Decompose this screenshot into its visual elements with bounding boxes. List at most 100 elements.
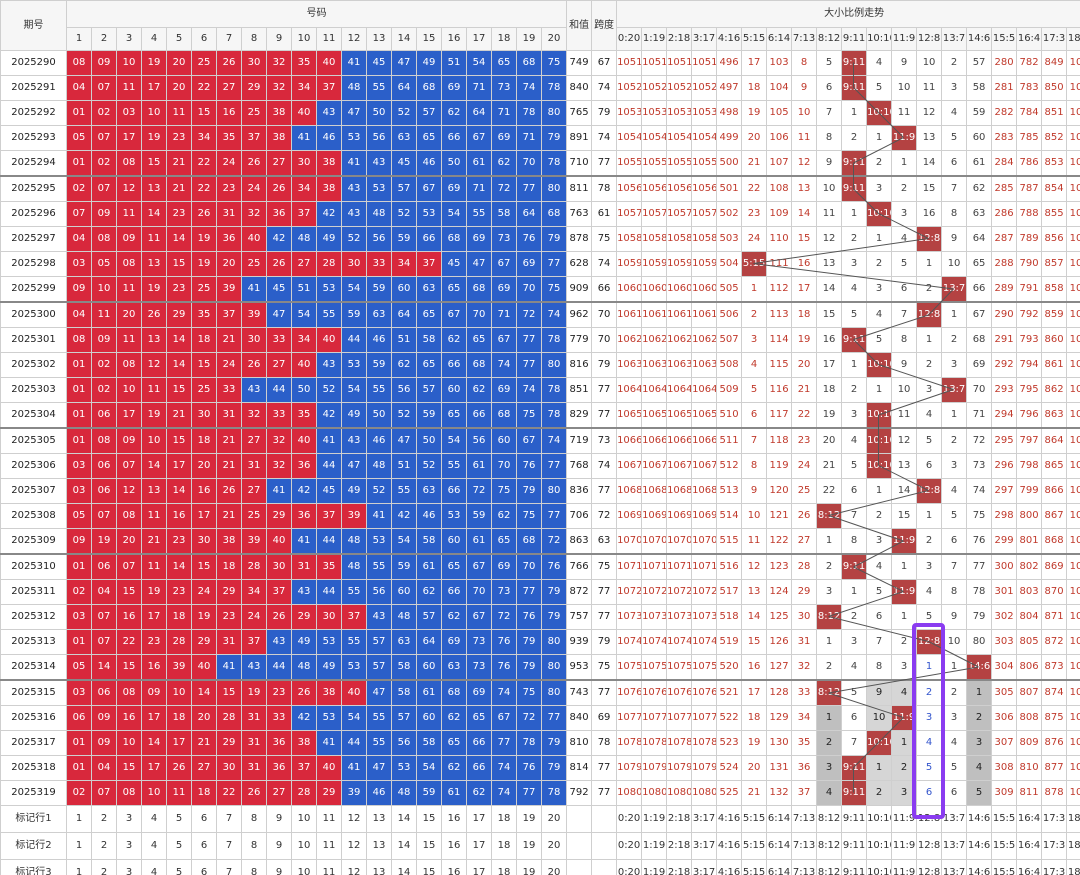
marker-number-cell[interactable]: 9 xyxy=(266,859,292,875)
marker-number-cell[interactable]: 12 xyxy=(341,859,367,875)
marker-number-cell[interactable]: 3 xyxy=(116,832,142,860)
marker-ratio-cell[interactable]: 7:13 xyxy=(791,859,818,875)
marker-number-cell[interactable]: 11 xyxy=(316,805,342,833)
marker-ratio-cell[interactable]: 17:3 xyxy=(1041,805,1068,833)
marker-number-cell[interactable]: 1 xyxy=(66,805,92,833)
marker-number-cell[interactable]: 14 xyxy=(391,832,417,860)
marker-ratio-cell[interactable]: 2:18 xyxy=(666,859,693,875)
marker-ratio-cell[interactable]: 10:10 xyxy=(866,859,893,875)
marker-ratio-cell[interactable]: 2:18 xyxy=(666,832,693,860)
marker-ratio-cell[interactable]: 0:20 xyxy=(616,805,643,833)
marker-number-cell[interactable]: 14 xyxy=(391,805,417,833)
marker-row[interactable]: 标记行2 1 2 3 4 5 6 7 8 9 10 11 12 13 14 15 16 17 18 19 20 0:20 1… xyxy=(0,832,1080,860)
marker-ratio-cell[interactable]: 5:15 xyxy=(741,805,768,833)
marker-number-cell[interactable]: 6 xyxy=(191,805,217,833)
marker-number-cell[interactable]: 19 xyxy=(516,805,542,833)
marker-number-cell[interactable]: 17 xyxy=(466,859,492,875)
marker-ratio-cell[interactable]: 7:13 xyxy=(791,832,818,860)
marker-number-cell[interactable]: 15 xyxy=(416,832,442,860)
marker-ratio-cell[interactable]: 5:15 xyxy=(741,832,768,860)
marker-ratio-cell[interactable]: 3:17 xyxy=(691,805,718,833)
marker-number-cell[interactable]: 6 xyxy=(191,859,217,875)
marker-ratio-cell[interactable]: 9:11 xyxy=(841,805,868,833)
marker-number-cell[interactable]: 18 xyxy=(491,832,517,860)
marker-number-cell[interactable]: 13 xyxy=(366,859,392,875)
marker-ratio-cell[interactable]: 8:12 xyxy=(816,805,843,833)
marker-ratio-cell[interactable]: 12:8 xyxy=(916,859,943,875)
marker-number-cell[interactable]: 17 xyxy=(466,805,492,833)
marker-number-cell[interactable]: 10 xyxy=(291,805,317,833)
marker-number-cell[interactable]: 20 xyxy=(540,859,568,875)
marker-ratio-cell[interactable]: 18:2 xyxy=(1066,859,1080,875)
marker-ratio-cell[interactable]: 4:16 xyxy=(716,832,743,860)
marker-number-cell[interactable]: 18 xyxy=(491,859,517,875)
marker-ratio-cell[interactable]: 5:15 xyxy=(741,859,768,875)
marker-ratio-cell[interactable]: 13:7 xyxy=(941,832,968,860)
marker-ratio-cell[interactable]: 0:20 xyxy=(616,832,643,860)
marker-number-cell[interactable]: 5 xyxy=(166,805,192,833)
marker-ratio-cell[interactable]: 4:16 xyxy=(716,805,743,833)
marker-ratio-cell[interactable]: 15:5 xyxy=(991,859,1018,875)
marker-ratio-cell[interactable]: 3:17 xyxy=(691,832,718,860)
marker-number-cell[interactable]: 13 xyxy=(366,805,392,833)
marker-number-cell[interactable]: 14 xyxy=(391,859,417,875)
marker-row[interactable]: 标记行3 1 2 3 4 5 6 7 8 9 10 11 12 13 14 15 16 17 18 19 20 0:20 1… xyxy=(0,859,1080,875)
marker-number-cell[interactable]: 7 xyxy=(216,832,242,860)
marker-number-cell[interactable]: 8 xyxy=(241,859,267,875)
marker-ratio-cell[interactable]: 13:7 xyxy=(941,859,968,875)
marker-number-cell[interactable]: 18 xyxy=(491,805,517,833)
marker-ratio-cell[interactable]: 15:5 xyxy=(991,805,1018,833)
marker-ratio-cell[interactable]: 6:14 xyxy=(766,832,793,860)
marker-ratio-cell[interactable]: 11:9 xyxy=(891,832,918,860)
marker-ratio-cell[interactable]: 8:12 xyxy=(816,859,843,875)
marker-ratio-cell[interactable]: 2:18 xyxy=(666,805,693,833)
marker-ratio-cell[interactable]: 18:2 xyxy=(1066,832,1080,860)
marker-ratio-cell[interactable]: 11:9 xyxy=(891,805,918,833)
marker-number-cell[interactable]: 9 xyxy=(266,832,292,860)
marker-ratio-cell[interactable]: 12:8 xyxy=(916,832,943,860)
marker-ratio-cell[interactable]: 16:4 xyxy=(1016,859,1043,875)
marker-number-cell[interactable]: 19 xyxy=(516,832,542,860)
marker-ratio-cell[interactable]: 18:2 xyxy=(1066,805,1080,833)
marker-number-cell[interactable]: 20 xyxy=(540,805,568,833)
marker-number-cell[interactable]: 3 xyxy=(116,859,142,875)
marker-number-cell[interactable]: 7 xyxy=(216,859,242,875)
marker-number-cell[interactable]: 1 xyxy=(66,832,92,860)
marker-ratio-cell[interactable]: 6:14 xyxy=(766,859,793,875)
marker-number-cell[interactable]: 8 xyxy=(241,832,267,860)
marker-row[interactable]: 标记行1 1 2 3 4 5 6 7 8 9 10 11 12 13 14 15 16 17 18 19 20 0:20 1… xyxy=(0,805,1080,833)
marker-number-cell[interactable]: 11 xyxy=(316,859,342,875)
marker-number-cell[interactable]: 2 xyxy=(91,859,117,875)
marker-ratio-cell[interactable]: 16:4 xyxy=(1016,805,1043,833)
marker-number-cell[interactable]: 10 xyxy=(291,859,317,875)
marker-ratio-cell[interactable]: 12:8 xyxy=(916,805,943,833)
marker-number-cell[interactable]: 15 xyxy=(416,805,442,833)
marker-number-cell[interactable]: 4 xyxy=(141,805,167,833)
marker-ratio-cell[interactable]: 6:14 xyxy=(766,805,793,833)
marker-row-label[interactable]: 标记行3 xyxy=(0,859,67,875)
marker-number-cell[interactable]: 12 xyxy=(341,832,367,860)
marker-number-cell[interactable]: 3 xyxy=(116,805,142,833)
marker-number-cell[interactable]: 20 xyxy=(540,832,568,860)
marker-number-cell[interactable]: 9 xyxy=(266,805,292,833)
marker-number-cell[interactable]: 12 xyxy=(341,805,367,833)
marker-number-cell[interactable]: 11 xyxy=(316,832,342,860)
marker-ratio-cell[interactable]: 9:11 xyxy=(841,832,868,860)
marker-number-cell[interactable]: 10 xyxy=(291,832,317,860)
marker-ratio-cell[interactable]: 17:3 xyxy=(1041,859,1068,875)
marker-ratio-cell[interactable]: 9:11 xyxy=(841,859,868,875)
marker-ratio-cell[interactable]: 14:6 xyxy=(966,805,993,833)
marker-ratio-cell[interactable]: 3:17 xyxy=(691,859,718,875)
marker-number-cell[interactable]: 19 xyxy=(516,859,542,875)
marker-ratio-cell[interactable]: 1:19 xyxy=(641,832,668,860)
marker-number-cell[interactable]: 1 xyxy=(66,859,92,875)
marker-number-cell[interactable]: 17 xyxy=(466,832,492,860)
marker-ratio-cell[interactable]: 10:10 xyxy=(866,832,893,860)
marker-ratio-cell[interactable]: 16:4 xyxy=(1016,832,1043,860)
marker-ratio-cell[interactable]: 1:19 xyxy=(641,805,668,833)
marker-number-cell[interactable]: 16 xyxy=(441,832,467,860)
marker-ratio-cell[interactable]: 17:3 xyxy=(1041,832,1068,860)
marker-number-cell[interactable]: 5 xyxy=(166,859,192,875)
marker-ratio-cell[interactable]: 14:6 xyxy=(966,859,993,875)
marker-number-cell[interactable]: 6 xyxy=(191,832,217,860)
